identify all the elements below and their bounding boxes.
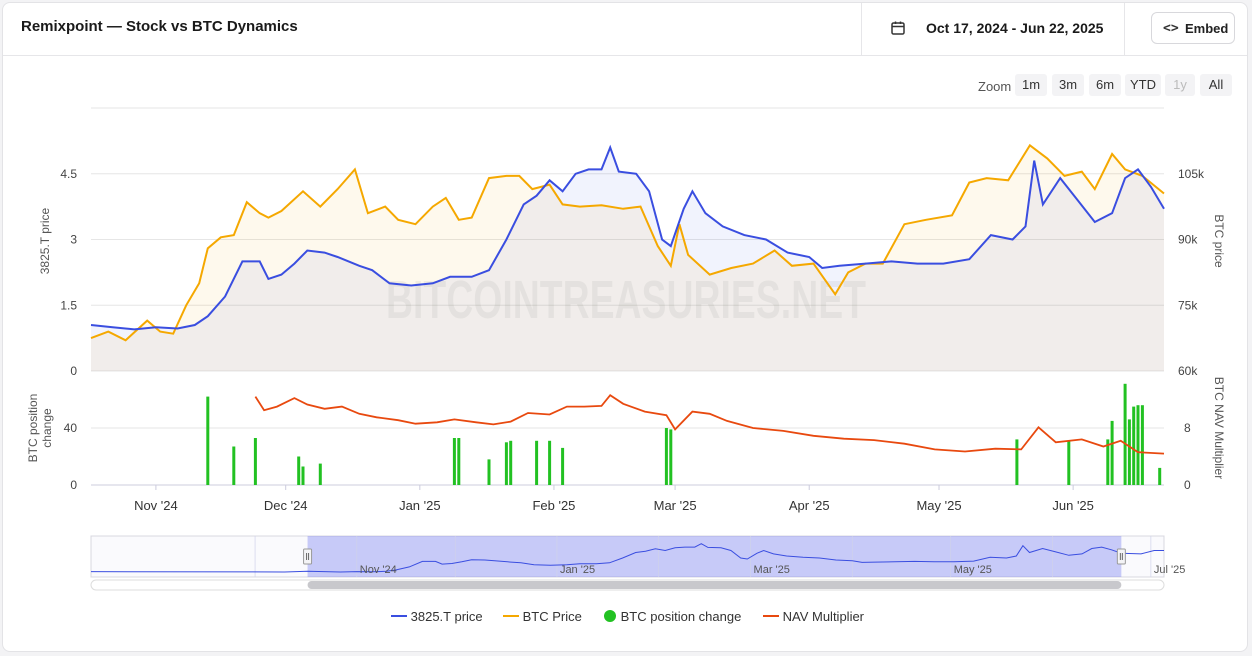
navigator-tick-label: Jul '25: [1154, 564, 1185, 576]
btc-change-bar: [664, 428, 668, 485]
x-tick-label: Nov '24: [134, 498, 178, 513]
navigator-handle[interactable]: [1116, 548, 1126, 565]
navigator-handle[interactable]: [303, 548, 313, 565]
legend-line-icon: [763, 615, 779, 617]
header: Remixpoint — Stock vs BTC Dynamics Oct 1…: [3, 3, 1247, 56]
y-tick-left: 4.5: [60, 167, 77, 181]
btc-change-bar: [669, 429, 673, 485]
nav-multiplier-line: [254, 393, 1165, 455]
zoom-label: Zoom: [978, 79, 1012, 94]
navigator-tick-label: May '25: [954, 564, 992, 576]
page-title: Remixpoint — Stock vs BTC Dynamics: [21, 18, 298, 35]
zoom-6m-button[interactable]: 6m: [1089, 74, 1121, 96]
x-tick-label: Feb '25: [532, 498, 575, 513]
y-tick-left: 3: [70, 233, 77, 247]
y-tick-right: 0: [1184, 478, 1191, 492]
x-tick-label: Jan '25: [399, 498, 441, 513]
zoom-3m-button[interactable]: 3m: [1052, 74, 1084, 96]
navigator-tick-label: Mar '25: [754, 564, 790, 576]
legend-item-nav-multiplier[interactable]: NAV Multiplier: [763, 609, 864, 624]
btc-change-bar: [297, 456, 301, 485]
navigator-tick-label: Nov '24: [360, 564, 397, 576]
btc-change-bar: [1067, 440, 1071, 485]
zoom-1m-button[interactable]: 1m: [1015, 74, 1047, 96]
y-axis-title-right-2: BTC NAV Multiplier: [1212, 377, 1226, 479]
y-axis-title-right: BTC price: [1212, 214, 1226, 268]
btc-change-bar: [206, 396, 210, 485]
navigator-selection: [307, 536, 1122, 577]
embed-button[interactable]: <> Embed: [1151, 12, 1235, 44]
navigator-handle-box: [1116, 548, 1126, 565]
zoom-1y-button[interactable]: 1y: [1165, 74, 1195, 96]
x-tick-label: Apr '25: [789, 498, 830, 513]
btc-change-bar: [1132, 406, 1136, 485]
legend-line-icon: [503, 615, 519, 617]
legend-label: BTC Price: [522, 609, 582, 624]
code-icon: <>: [1163, 21, 1179, 36]
btc-change-bar: [1136, 405, 1140, 485]
zoom-all-button[interactable]: All: [1200, 74, 1232, 96]
btc-change-bar: [1110, 420, 1114, 485]
date-range-text: Oct 17, 2024 - Jun 22, 2025: [926, 20, 1104, 36]
btc-change-bar: [1158, 467, 1162, 485]
btc-area: [91, 145, 1164, 371]
btc-change-bar: [452, 438, 456, 485]
btc-change-bar: [504, 442, 508, 486]
btc-change-bar: [232, 446, 236, 485]
watermark: BITCOINTREASURIES.NET: [386, 270, 866, 330]
y-tick-left: 1.5: [60, 298, 77, 312]
legend-label: NAV Multiplier: [782, 609, 865, 624]
x-tick-label: Dec '24: [264, 498, 308, 513]
stock-area: [91, 147, 1164, 371]
calendar-icon: [890, 20, 906, 41]
legend-item-btc-position-change[interactable]: BTC position change: [603, 609, 741, 624]
legend-item-stock[interactable]: 3825.T price: [391, 609, 483, 624]
btc-change-bar: [253, 438, 257, 485]
x-tick-label: May '25: [916, 498, 961, 513]
btc-change-bar: [1123, 383, 1127, 485]
legend-label: BTC position change: [620, 609, 742, 624]
x-tick-label: Jun '25: [1052, 498, 1094, 513]
y-axis-title-left-2: BTC positionchange: [26, 394, 54, 463]
btc-change-bar: [487, 459, 491, 485]
zoom-ytd-button[interactable]: YTD: [1125, 74, 1161, 96]
y-tick-right: 60k: [1178, 364, 1198, 378]
embed-button-label: Embed: [1185, 21, 1229, 36]
btc-change-bar: [561, 447, 565, 485]
navigator-handle-box: [303, 548, 313, 565]
legend-dot-icon: [604, 610, 616, 622]
y-tick-left: 0: [70, 364, 77, 378]
y-tick-left: 40: [64, 421, 78, 435]
chart-svg: 0 60k 1.5 75k 3 90k 4.5 105k 0 0 40 8 3825.T price BT…: [26, 107, 1226, 591]
navigator-line: [90, 543, 1164, 573]
btc-price-line: [90, 143, 1165, 342]
btc-change-bar: [548, 440, 552, 485]
btc-change-bar: [1127, 419, 1131, 485]
y-tick-right: 75k: [1178, 298, 1198, 312]
y-tick-right: 105k: [1178, 167, 1205, 181]
y-tick-left: 0: [70, 478, 77, 492]
y-axis-title-left: 3825.T price: [38, 207, 52, 274]
btc-change-bar: [1015, 439, 1019, 485]
legend-line-icon: [391, 615, 407, 617]
btc-change-bar: [318, 463, 322, 485]
legend-label: 3825.T price: [410, 609, 483, 624]
btc-change-bar: [301, 466, 305, 485]
y-tick-right: 8: [1184, 421, 1191, 435]
btc-change-bar: [1106, 439, 1110, 485]
navigator-scrollbar-thumb[interactable]: [307, 581, 1122, 589]
btc-change-bar: [535, 440, 539, 485]
navigator-tick-label: Jan '25: [560, 564, 595, 576]
btc-change-bar: [1140, 405, 1144, 485]
navigator-frame: [90, 535, 1165, 578]
btc-change-bar: [457, 438, 461, 485]
btc-change-bar: [509, 440, 513, 485]
y-tick-right: 90k: [1178, 233, 1198, 247]
legend-item-btc-price[interactable]: BTC Price: [503, 609, 582, 624]
stock-price-line: [90, 144, 1165, 331]
x-tick-label: Mar '25: [654, 498, 697, 513]
date-range-picker[interactable]: Oct 17, 2024 - Jun 22, 2025: [861, 3, 1125, 55]
